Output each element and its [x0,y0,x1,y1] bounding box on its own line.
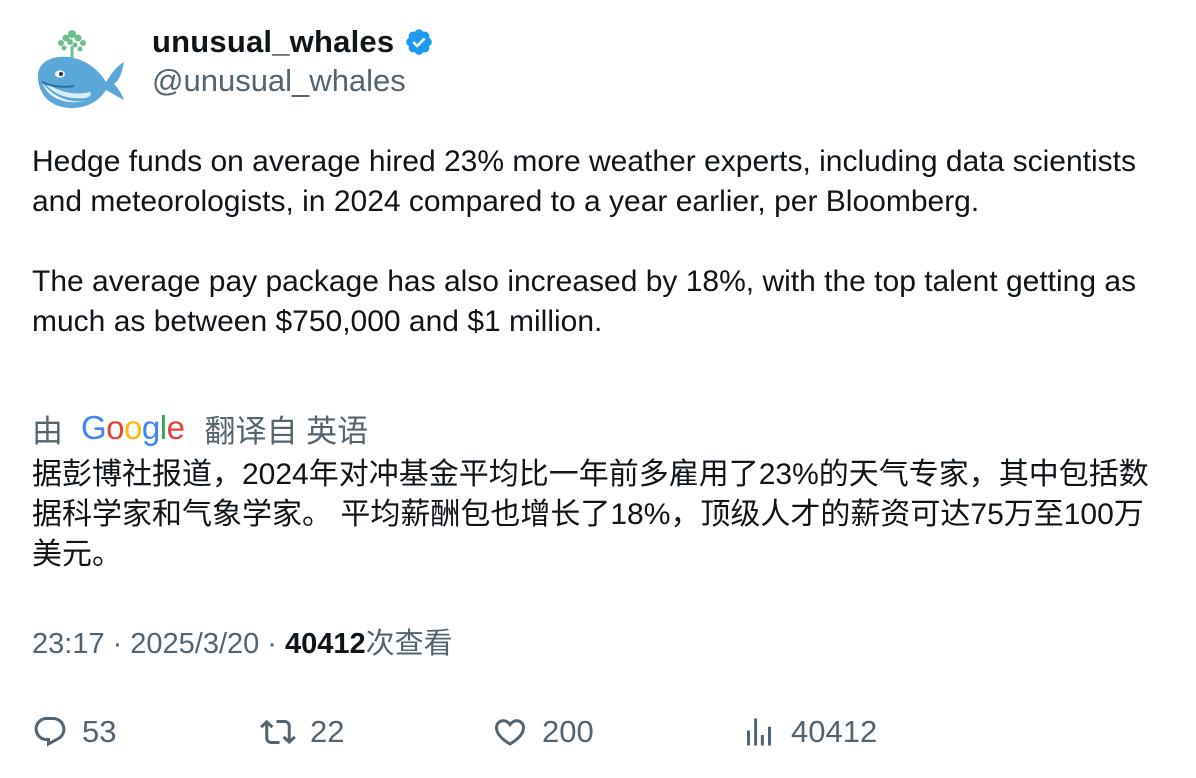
reply-icon [32,714,68,750]
author-display-name[interactable]: unusual_whales [152,24,395,59]
translation-attribution[interactable]: 由 Google 翻译自 英语 [32,406,368,450]
translated-text: 据彭博社报道，2024年对冲基金平均比一年前多雇用了23%的天气专家，其中包括数… [32,458,1149,571]
tweet-date[interactable]: 2025/3/20 [130,628,260,660]
tweet-meta: 23:17 · 2025/3/20 · 40412 次查看 [32,624,453,664]
author-name-row[interactable]: unusual_whales [152,22,434,62]
meta-separator: · [267,628,277,660]
retweet-icon [260,714,296,750]
translation-prefix: 由 [32,413,63,449]
reply-button[interactable]: 53 [32,710,116,754]
tweet-paragraph-1: Hedge funds on average hired 23% more we… [32,145,1136,218]
author-handle[interactable]: @unusual_whales [152,63,406,98]
views-action-count: 40412 [791,714,878,749]
tweet-text: Hedge funds on average hired 23% more we… [32,142,1152,342]
reply-count: 53 [82,714,117,749]
translation-source-label: 翻译自 英语 [204,413,369,449]
verified-badge-icon [404,27,434,57]
heart-icon [492,714,528,750]
views-button[interactable]: 40412 [741,710,877,754]
retweet-button[interactable]: 22 [260,710,344,754]
google-logo: Google [81,409,185,446]
bar-chart-icon [741,714,777,750]
views-count: 40412 [284,628,366,660]
retweet-count: 22 [310,714,345,749]
tweet-time[interactable]: 23:17 [32,628,105,660]
like-button[interactable]: 200 [492,710,594,754]
whale-avatar-icon[interactable] [30,24,128,114]
meta-separator: · [112,628,123,660]
like-count: 200 [542,714,594,749]
tweet-paragraph-2: The average pay package has also increas… [32,265,1137,338]
views-label: 次查看 [365,628,453,660]
